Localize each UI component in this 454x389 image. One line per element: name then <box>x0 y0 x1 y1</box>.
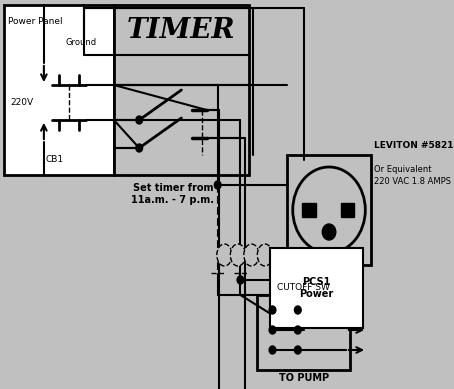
Circle shape <box>293 167 365 253</box>
Text: LEVITON #5821: LEVITON #5821 <box>374 141 453 150</box>
Bar <box>257 295 350 370</box>
Text: Power Panel: Power Panel <box>9 17 63 26</box>
Ellipse shape <box>230 244 246 266</box>
Circle shape <box>269 346 276 354</box>
Text: CUTOFF SW: CUTOFF SW <box>277 283 330 292</box>
Text: 220V: 220V <box>10 98 33 107</box>
Ellipse shape <box>257 244 272 266</box>
Circle shape <box>214 181 221 189</box>
Ellipse shape <box>244 244 259 266</box>
Circle shape <box>269 326 276 334</box>
Text: Set timer from
11a.m. - 7 p.m.: Set timer from 11a.m. - 7 p.m. <box>132 183 214 205</box>
Circle shape <box>322 224 336 240</box>
Text: TO PUMP: TO PUMP <box>279 373 329 383</box>
Bar <box>287 155 371 265</box>
Text: Or Equivalent: Or Equivalent <box>374 165 431 174</box>
Text: TIMER: TIMER <box>127 17 236 44</box>
Circle shape <box>136 144 143 152</box>
Bar <box>4 5 114 175</box>
Circle shape <box>295 306 301 314</box>
Circle shape <box>136 116 143 124</box>
Text: 220 VAC 1.8 AMPS: 220 VAC 1.8 AMPS <box>374 177 451 186</box>
Bar <box>302 203 316 217</box>
Circle shape <box>237 276 244 284</box>
Bar <box>341 203 354 217</box>
Bar <box>114 5 249 175</box>
Ellipse shape <box>217 244 232 266</box>
Text: Ground: Ground <box>66 38 97 47</box>
Circle shape <box>295 346 301 354</box>
Text: PCS1
Power: PCS1 Power <box>299 277 334 299</box>
Circle shape <box>269 306 276 314</box>
Circle shape <box>295 326 301 334</box>
Text: CB1: CB1 <box>46 155 64 164</box>
